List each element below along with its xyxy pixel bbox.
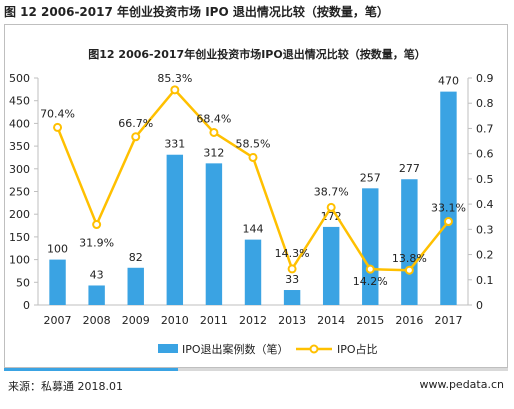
x-tick-label: 2017 <box>434 314 462 327</box>
chart-title: 图12 2006-2017年创业投资市场IPO退出情况比较（按数量，笔） <box>88 47 425 61</box>
x-tick-label: 2013 <box>278 314 306 327</box>
bar <box>88 285 105 305</box>
y-right-tick-label: 0.8 <box>476 97 494 110</box>
y-left-tick-label: 200 <box>9 208 30 221</box>
bar-value-label: 100 <box>47 243 68 256</box>
bar <box>49 259 66 305</box>
bar-value-label: 144 <box>243 223 264 236</box>
line-point <box>53 122 63 132</box>
bar-value-label: 43 <box>90 268 104 281</box>
x-tick-label: 2007 <box>44 314 72 327</box>
y-left-tick-label: 500 <box>9 72 30 85</box>
y-left-tick-label: 350 <box>9 140 30 153</box>
x-tick-label: 2008 <box>83 314 111 327</box>
bar <box>283 290 301 305</box>
y-right-tick-label: 0 <box>476 299 483 312</box>
bar <box>440 91 457 306</box>
line-value-label: 33.1% <box>431 202 466 215</box>
figure-label: 图 12 2006-2017 年创业投资市场 IPO 退出情况比较（按数量，笔） <box>4 5 389 19</box>
line-point <box>248 152 258 162</box>
line-value-label: 13.8% <box>392 252 427 265</box>
axes: 0 50 100 150 200 250 300 350 400 450 500 0 0.1 0.2 0.3… <box>9 72 494 327</box>
line-point <box>443 217 453 227</box>
bar <box>322 226 340 305</box>
legend: IPO退出案例数（笔） IPO占比 <box>158 342 378 356</box>
line-data-labels: 70.4% 31.9% 66.7% 85.3% 68.4% 58.5% 14.3% 38.7%… <box>40 72 466 288</box>
line-point <box>287 264 297 274</box>
bar-value-label: 312 <box>203 146 224 159</box>
bar-data-labels: 100 43 82 331 312 144 33 172 257 277 470 <box>47 75 459 286</box>
line-series <box>53 85 453 275</box>
source-divider <box>4 368 508 371</box>
bar-series <box>49 91 457 306</box>
chart-frame <box>4 24 508 368</box>
y-left-tick-label: 450 <box>9 95 30 108</box>
source-divider-accent <box>4 368 178 371</box>
bar-value-label: 172 <box>321 210 342 223</box>
bar <box>205 163 223 305</box>
bar <box>362 188 379 305</box>
line-point <box>170 85 180 95</box>
line-value-label: 70.4% <box>40 107 75 120</box>
x-tick-label: 2009 <box>122 314 150 327</box>
line-value-label: 31.9% <box>79 237 114 250</box>
y-left-tick-label: 100 <box>9 254 30 267</box>
y-left-tick-label: 300 <box>9 163 30 176</box>
y-left-tick-label: 250 <box>9 186 30 199</box>
line-point <box>209 127 219 137</box>
x-tick-label: 2016 <box>395 314 423 327</box>
bar-value-label: 470 <box>438 75 459 88</box>
x-tick-label: 2015 <box>356 314 384 327</box>
line-point <box>131 132 141 142</box>
bar <box>244 239 262 305</box>
line-value-label: 58.5% <box>236 137 271 150</box>
legend-bar-swatch <box>158 344 178 353</box>
y-right-tick-label: 0.7 <box>476 122 494 135</box>
bar-value-label: 33 <box>285 273 299 286</box>
line-value-label: 66.7% <box>118 117 153 130</box>
source-note: 来源：私募通 2018.01 <box>8 380 123 393</box>
y-left-tick-label: 150 <box>9 231 30 244</box>
line-point <box>404 265 414 275</box>
bar <box>166 154 184 305</box>
line-point <box>326 202 336 212</box>
x-tick-label: 2014 <box>317 314 345 327</box>
y-right-tick-label: 0.2 <box>476 249 494 262</box>
y-right-tick-label: 0.3 <box>476 223 494 236</box>
y-right-tick-label: 0.1 <box>476 274 494 287</box>
line-value-label: 14.2% <box>353 275 388 288</box>
y-right-tick-label: 0.5 <box>476 173 494 186</box>
y-right-tick-label: 0.4 <box>476 198 494 211</box>
legend-line-label: IPO占比 <box>337 342 378 356</box>
line-value-label: 68.4% <box>196 112 231 125</box>
bar <box>401 179 418 305</box>
y-left-tick-label: 0 <box>23 299 30 312</box>
bar-value-label: 331 <box>164 138 185 151</box>
x-tick-label: 2010 <box>161 314 189 327</box>
bar-value-label: 82 <box>129 251 143 264</box>
bar <box>127 267 144 305</box>
y-left-tick-label: 50 <box>16 276 30 289</box>
line-value-label: 85.3% <box>157 72 192 85</box>
bar-value-label: 277 <box>399 162 420 175</box>
x-tick-label: 2012 <box>239 314 267 327</box>
legend-bar-label: IPO退出案例数（笔） <box>182 342 289 356</box>
y-right-tick-label: 0.9 <box>476 72 494 85</box>
line-value-label: 38.7% <box>314 185 349 198</box>
y-left-tick-label: 400 <box>9 117 30 130</box>
line-point <box>365 264 375 274</box>
bar-value-label: 257 <box>360 171 381 184</box>
website-link[interactable]: www.pedata.cn <box>419 378 504 391</box>
y-right-tick-label: 0.6 <box>476 148 494 161</box>
line-value-label: 14.3% <box>275 247 310 260</box>
x-tick-label: 2011 <box>200 314 228 327</box>
line-point <box>92 220 102 230</box>
legend-line-marker <box>309 344 319 354</box>
